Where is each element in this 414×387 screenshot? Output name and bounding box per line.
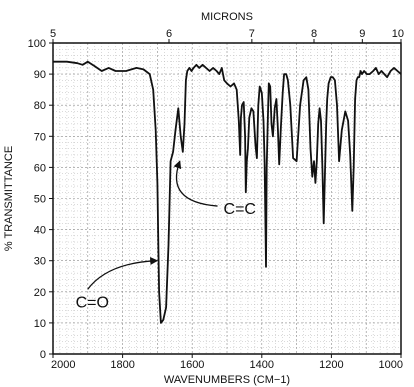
- micron-tick-label: 7: [249, 28, 255, 40]
- annotation-arrow: [173, 160, 218, 207]
- y-tick-label: 70: [34, 131, 46, 143]
- axis-ticks: [49, 39, 402, 358]
- y-tick-label: 10: [34, 318, 46, 330]
- y-tick-label: 20: [34, 287, 46, 299]
- x-tick-label: 2000: [51, 359, 75, 371]
- y-tick-label: 50: [34, 194, 46, 206]
- micron-tick-label: 5: [50, 28, 56, 40]
- top-axis-title: MICRONS: [201, 11, 253, 23]
- x-tick-label: 1200: [319, 359, 343, 371]
- y-tick-label: 100: [28, 38, 46, 50]
- y-tick-label: 30: [34, 256, 46, 268]
- x-tick-label: 1400: [250, 359, 274, 371]
- y-axis-title: % TRANSMITTANCE: [3, 146, 15, 251]
- micron-tick-label: 10: [392, 28, 404, 40]
- grid: [53, 43, 401, 354]
- y-tick-label: 90: [34, 69, 46, 81]
- micron-tick-label: 8: [311, 28, 317, 40]
- y-tick-label: 0: [40, 349, 46, 361]
- tick-labels: 0 10 20 30 40 50 60 70 80 90 100 2000 1800 1600 1400 12…: [28, 28, 404, 371]
- y-tick-label: 40: [34, 225, 46, 237]
- x-tick-label: 1800: [110, 359, 134, 371]
- x-tick-label: 1600: [180, 359, 204, 371]
- annotations: C=O C=C: [76, 160, 256, 311]
- y-tick-label: 80: [34, 100, 46, 112]
- spectrum-line: [53, 60, 402, 324]
- annotation-arrow: [87, 256, 159, 290]
- micron-tick-label: 6: [166, 28, 172, 40]
- annotation-label: C=C: [224, 201, 256, 218]
- x-axis-title: WAVENUMBERS (CM−1): [164, 374, 290, 386]
- y-tick-label: 60: [34, 162, 46, 174]
- annotation-label: C=O: [76, 294, 109, 311]
- x-tick-label: 1000: [379, 359, 403, 371]
- micron-tick-label: 9: [359, 28, 365, 40]
